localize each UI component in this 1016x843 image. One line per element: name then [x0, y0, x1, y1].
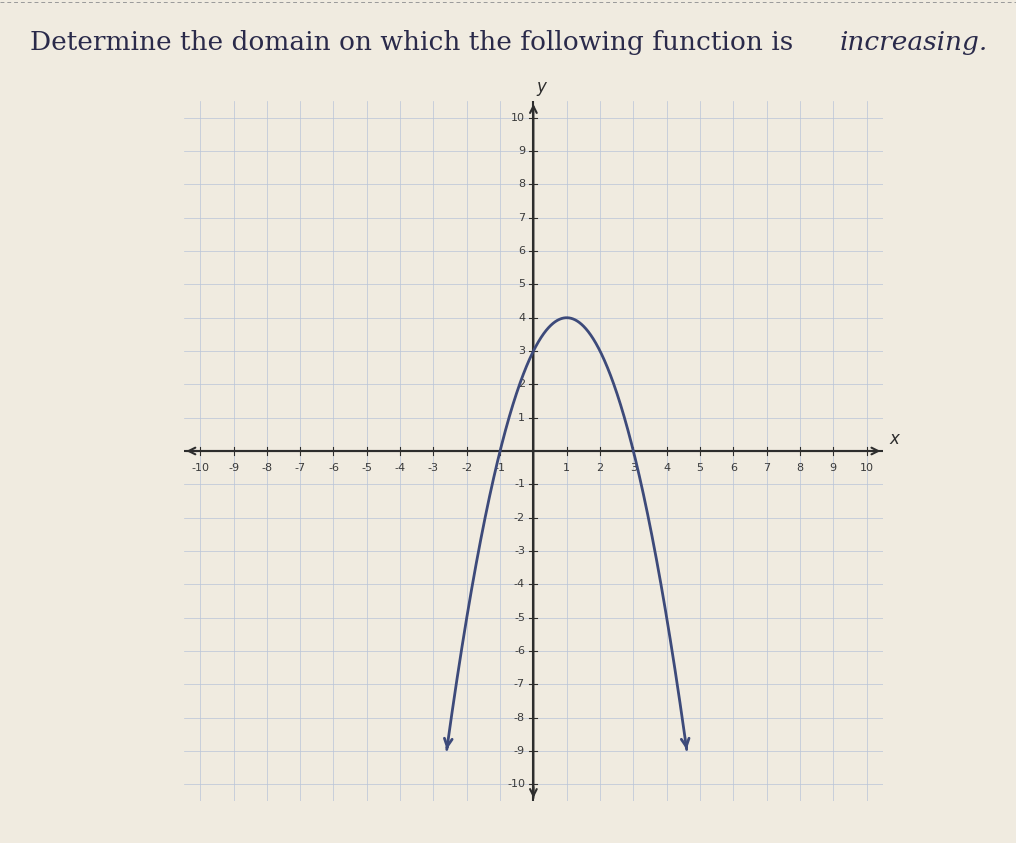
Text: x: x	[890, 430, 900, 448]
Text: -10: -10	[191, 463, 209, 473]
Text: -2: -2	[461, 463, 472, 473]
Text: 7: 7	[518, 212, 525, 223]
Text: -4: -4	[514, 579, 525, 589]
Text: -6: -6	[328, 463, 339, 473]
Text: -3: -3	[514, 546, 525, 556]
Text: 10: 10	[860, 463, 874, 473]
Text: y: y	[536, 78, 547, 96]
Text: -4: -4	[394, 463, 405, 473]
Text: 4: 4	[518, 313, 525, 323]
Text: increasing.: increasing.	[839, 30, 988, 55]
Text: -8: -8	[514, 712, 525, 722]
Text: 8: 8	[797, 463, 804, 473]
Text: -1: -1	[514, 480, 525, 489]
Text: 8: 8	[518, 180, 525, 190]
Text: -1: -1	[495, 463, 506, 473]
Text: -8: -8	[261, 463, 272, 473]
Text: 3: 3	[518, 346, 525, 356]
Text: 6: 6	[518, 246, 525, 256]
Text: 5: 5	[697, 463, 703, 473]
Text: 2: 2	[596, 463, 604, 473]
Text: -2: -2	[514, 513, 525, 523]
Text: -5: -5	[514, 613, 525, 623]
Text: -10: -10	[507, 779, 525, 789]
Text: -6: -6	[514, 646, 525, 656]
Text: -7: -7	[295, 463, 306, 473]
Text: 1: 1	[518, 413, 525, 422]
Text: 9: 9	[518, 146, 525, 156]
Text: Determine the domain on which the following function is: Determine the domain on which the follow…	[30, 30, 802, 55]
Text: -5: -5	[362, 463, 372, 473]
Text: -7: -7	[514, 679, 525, 690]
Text: -9: -9	[228, 463, 239, 473]
Text: 6: 6	[729, 463, 737, 473]
Text: 4: 4	[663, 463, 671, 473]
Text: 3: 3	[630, 463, 637, 473]
Text: -3: -3	[428, 463, 439, 473]
Text: 1: 1	[563, 463, 570, 473]
Text: 9: 9	[830, 463, 837, 473]
Text: 7: 7	[763, 463, 770, 473]
Text: -9: -9	[514, 746, 525, 756]
Text: 5: 5	[518, 279, 525, 289]
Text: 2: 2	[518, 379, 525, 389]
Text: 10: 10	[511, 113, 525, 123]
